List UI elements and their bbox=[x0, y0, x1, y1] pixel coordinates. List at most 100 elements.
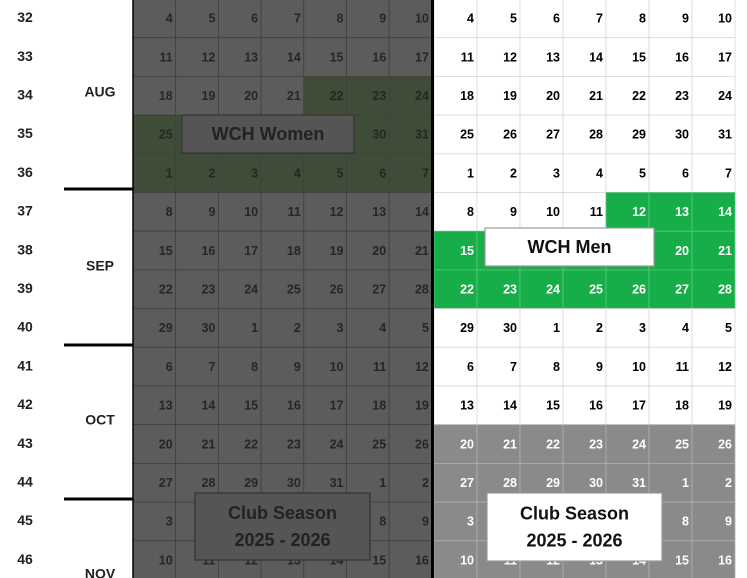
day-cell bbox=[476, 114, 521, 155]
day-number: 4 bbox=[294, 166, 301, 180]
day-number: 1 bbox=[553, 321, 560, 335]
day-number: 10 bbox=[244, 205, 258, 219]
day-cell bbox=[132, 424, 177, 464]
day-number: 10 bbox=[159, 553, 173, 567]
day-number: 31 bbox=[718, 128, 732, 142]
day-cell bbox=[217, 0, 262, 39]
day-number: 11 bbox=[590, 205, 603, 219]
day-number: 23 bbox=[589, 437, 603, 451]
day-cell bbox=[175, 37, 219, 77]
day-number: 19 bbox=[330, 244, 344, 258]
day-number: 3 bbox=[639, 321, 646, 335]
day-number: 9 bbox=[682, 12, 689, 26]
day-number: 21 bbox=[589, 89, 603, 103]
day-cell bbox=[433, 385, 478, 426]
day-cell bbox=[519, 424, 564, 464]
day-number: 8 bbox=[639, 12, 646, 26]
day-number: 7 bbox=[725, 166, 732, 180]
day-number: 31 bbox=[632, 476, 646, 490]
day-number: 2 bbox=[725, 476, 732, 490]
day-cell bbox=[388, 0, 433, 39]
day-number: 16 bbox=[201, 244, 215, 258]
day-cell bbox=[260, 192, 305, 232]
day-number: 20 bbox=[460, 437, 474, 451]
day-cell bbox=[433, 540, 478, 578]
day-number: 7 bbox=[596, 12, 603, 26]
day-number: 20 bbox=[372, 244, 386, 258]
day-number: 11 bbox=[676, 360, 689, 374]
day-cell bbox=[648, 230, 693, 271]
day-number: 3 bbox=[337, 321, 344, 335]
day-cell bbox=[519, 76, 564, 116]
day-number: 1 bbox=[166, 166, 173, 180]
week-number: 43 bbox=[17, 435, 33, 451]
day-cell bbox=[519, 37, 564, 77]
day-number: 11 bbox=[461, 50, 474, 64]
day-number: 29 bbox=[546, 476, 560, 490]
week-number: 39 bbox=[17, 280, 33, 296]
day-cell bbox=[388, 385, 433, 426]
day-cell bbox=[217, 424, 262, 464]
day-number: 12 bbox=[415, 360, 429, 374]
day-number: 30 bbox=[287, 476, 301, 490]
day-cell bbox=[605, 37, 650, 77]
day-cell bbox=[388, 540, 433, 578]
day-number: 25 bbox=[287, 283, 301, 297]
event-label: 2025 - 2026 bbox=[234, 530, 330, 550]
day-cell bbox=[346, 76, 390, 116]
day-number: 15 bbox=[632, 50, 646, 64]
day-number: 23 bbox=[201, 283, 215, 297]
day-cell bbox=[691, 501, 736, 542]
day-cell bbox=[175, 192, 219, 232]
day-number: 14 bbox=[589, 50, 603, 64]
day-number: 24 bbox=[330, 437, 344, 451]
day-cell bbox=[260, 153, 305, 193]
day-number: 13 bbox=[372, 205, 386, 219]
day-number: 11 bbox=[288, 205, 301, 219]
day-number: 22 bbox=[244, 437, 258, 451]
day-cell bbox=[217, 385, 262, 426]
day-number: 6 bbox=[166, 360, 173, 374]
day-cell bbox=[519, 114, 564, 155]
day-number: 3 bbox=[166, 515, 173, 529]
day-cell bbox=[303, 230, 347, 271]
day-cell bbox=[388, 269, 433, 309]
day-cell bbox=[303, 37, 347, 77]
day-number: 17 bbox=[718, 50, 732, 64]
day-cell bbox=[562, 424, 607, 464]
week-number: 36 bbox=[17, 164, 33, 180]
day-number: 15 bbox=[675, 553, 689, 567]
day-cell bbox=[217, 269, 262, 309]
day-cell bbox=[175, 269, 219, 309]
day-number: 27 bbox=[159, 476, 173, 490]
week-number: 35 bbox=[17, 125, 33, 141]
day-number: 15 bbox=[546, 399, 560, 413]
day-number: 10 bbox=[718, 12, 732, 26]
day-number: 17 bbox=[330, 399, 344, 413]
day-number: 9 bbox=[725, 515, 732, 529]
day-number: 8 bbox=[379, 515, 386, 529]
day-number: 9 bbox=[208, 205, 215, 219]
day-number: 18 bbox=[159, 89, 173, 103]
day-number: 25 bbox=[159, 128, 173, 142]
day-number: 21 bbox=[415, 244, 429, 258]
day-number: 25 bbox=[460, 128, 474, 142]
day-number: 18 bbox=[460, 89, 474, 103]
day-number: 26 bbox=[503, 128, 517, 142]
day-number: 26 bbox=[330, 283, 344, 297]
day-cell bbox=[433, 424, 478, 464]
day-number: 14 bbox=[415, 205, 429, 219]
day-number: 8 bbox=[337, 12, 344, 26]
day-cell bbox=[691, 346, 736, 387]
day-number: 8 bbox=[467, 205, 474, 219]
day-cell bbox=[691, 192, 736, 232]
day-number: 22 bbox=[546, 437, 560, 451]
day-cell bbox=[691, 76, 736, 116]
day-number: 25 bbox=[675, 437, 689, 451]
day-number: 14 bbox=[503, 399, 517, 413]
event-box bbox=[181, 114, 355, 154]
day-cell bbox=[132, 346, 177, 387]
day-cell bbox=[691, 153, 736, 193]
day-number: 5 bbox=[510, 12, 517, 26]
week-number: 42 bbox=[17, 396, 33, 412]
